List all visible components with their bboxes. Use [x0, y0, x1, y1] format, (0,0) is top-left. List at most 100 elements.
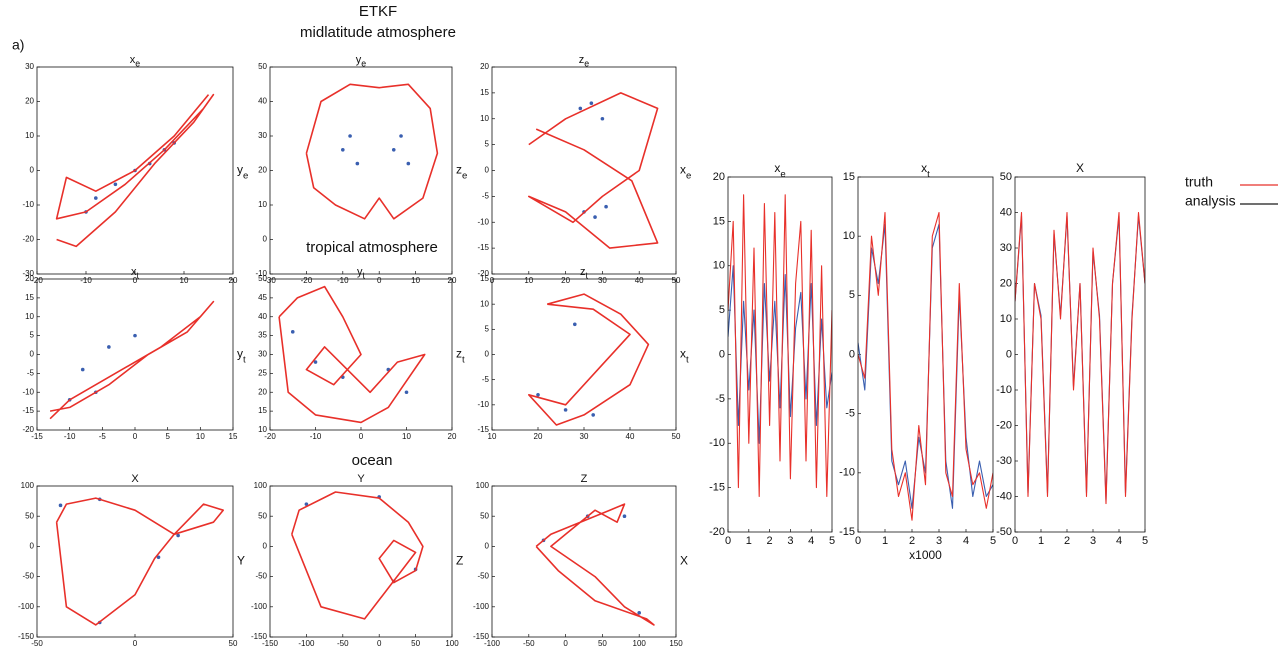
y-label: Y	[237, 554, 245, 568]
plot-area	[49, 300, 215, 420]
axes-frame	[36, 278, 234, 431]
point	[637, 611, 641, 615]
x-tick-label: 40	[635, 276, 644, 285]
point	[348, 134, 352, 138]
x-tick-label: 15	[229, 432, 238, 441]
y-tick-label: 50	[258, 62, 267, 71]
x-tick-label: -5	[99, 432, 107, 441]
section-heading: tropical atmosphere	[306, 239, 438, 256]
y-tick-label: -150	[18, 632, 35, 641]
x-tick-label: -10	[310, 432, 322, 441]
panel-title-main: x	[130, 54, 136, 66]
y-tick-label: 100	[21, 481, 35, 490]
legend-label: truth	[1185, 174, 1213, 190]
y-tick-label: 15	[480, 274, 489, 283]
point	[391, 148, 396, 152]
section-heading: ocean	[352, 452, 393, 469]
y-tick-label: 5	[849, 289, 855, 301]
point	[622, 514, 627, 518]
y-tick-label: -5	[482, 375, 490, 384]
y-tick-label: -100	[473, 602, 490, 611]
y-label-sub: t	[462, 354, 465, 365]
y-label-sub: e	[243, 170, 248, 181]
x-tick-label: -10	[337, 276, 349, 285]
y-tick-label: -15	[22, 406, 34, 415]
y-tick-label: 0	[263, 235, 268, 244]
x-tick-label: 4	[963, 535, 969, 547]
y-tick-label: 50	[480, 511, 489, 520]
point	[578, 106, 583, 111]
y-tick-label: 20	[713, 171, 725, 183]
y-tick-label: 15	[480, 88, 489, 97]
x-tick-label: 150	[669, 639, 683, 648]
axes-frame	[491, 278, 677, 431]
panel-label: a)	[12, 37, 24, 53]
y-tick-label: -20	[996, 419, 1012, 431]
point	[591, 413, 595, 417]
x-tick-label: 0	[133, 276, 138, 285]
x-tick-label: 1	[746, 535, 752, 547]
series-line	[55, 497, 224, 626]
x-tick-label: 2	[767, 535, 773, 547]
y-tick-label: 45	[258, 293, 267, 302]
y-tick-label: 10	[25, 131, 34, 140]
point	[341, 148, 345, 152]
point	[176, 533, 180, 538]
x-tick-label: 4	[808, 535, 814, 547]
plot-area	[528, 293, 650, 426]
y-label-main: z	[456, 163, 462, 177]
plot-area	[291, 491, 424, 620]
plot-area	[528, 92, 659, 249]
y-label: yt	[237, 347, 246, 365]
point	[355, 161, 360, 166]
figure-title: ETKF	[359, 3, 397, 20]
legend-label: analysis	[1185, 193, 1236, 209]
y-label: zt	[456, 347, 465, 365]
point	[593, 215, 597, 219]
x-tick-label: -100	[298, 639, 315, 648]
y-tick-label: -100	[251, 602, 268, 611]
y-tick-label: 30	[258, 350, 267, 359]
point	[94, 196, 98, 200]
x-tick-label: 50	[229, 639, 238, 648]
plot-area	[858, 211, 993, 521]
y-label-main: z	[456, 347, 462, 361]
x-tick-label: 20	[561, 276, 570, 285]
x-tick-label: 30	[580, 432, 589, 441]
y-tick-label: -100	[18, 602, 35, 611]
axes-frame	[36, 66, 234, 275]
y-tick-label: 0	[485, 166, 490, 175]
y-tick-label: 15	[25, 293, 34, 302]
x-tick-label: 2	[909, 535, 915, 547]
x-tick-label: 20	[534, 432, 543, 441]
y-tick-label: -50	[477, 572, 489, 581]
series-line	[1015, 211, 1145, 505]
plot-area	[305, 83, 439, 220]
y-tick-label: 5	[485, 140, 490, 149]
panel-title: xt	[921, 161, 930, 179]
y-tick-label: 0	[30, 350, 35, 359]
y-tick-label: -10	[22, 387, 34, 396]
axes-frame	[269, 66, 453, 275]
point	[304, 502, 309, 506]
point	[290, 330, 295, 334]
y-tick-label: -150	[251, 632, 268, 641]
y-tick-label: 20	[25, 97, 34, 106]
y-tick-label: -50	[22, 572, 34, 581]
point	[80, 367, 85, 372]
point	[58, 503, 63, 508]
panel-title: zt	[580, 266, 589, 281]
series-line	[1015, 215, 1145, 501]
section-heading: midlatitude atmosphere	[300, 24, 456, 41]
panel-title-sub: t	[927, 168, 930, 179]
point	[589, 101, 594, 106]
y-tick-label: -5	[482, 191, 490, 200]
y-label: Z	[456, 554, 463, 568]
panel-title-main: x	[921, 161, 927, 175]
point	[133, 333, 137, 338]
y-tick-label: 5	[30, 331, 35, 340]
x-tick-label: -20	[301, 276, 313, 285]
y-tick-label: -40	[996, 490, 1012, 502]
axes-frame	[491, 485, 677, 638]
y-tick-label: 0	[849, 348, 855, 360]
